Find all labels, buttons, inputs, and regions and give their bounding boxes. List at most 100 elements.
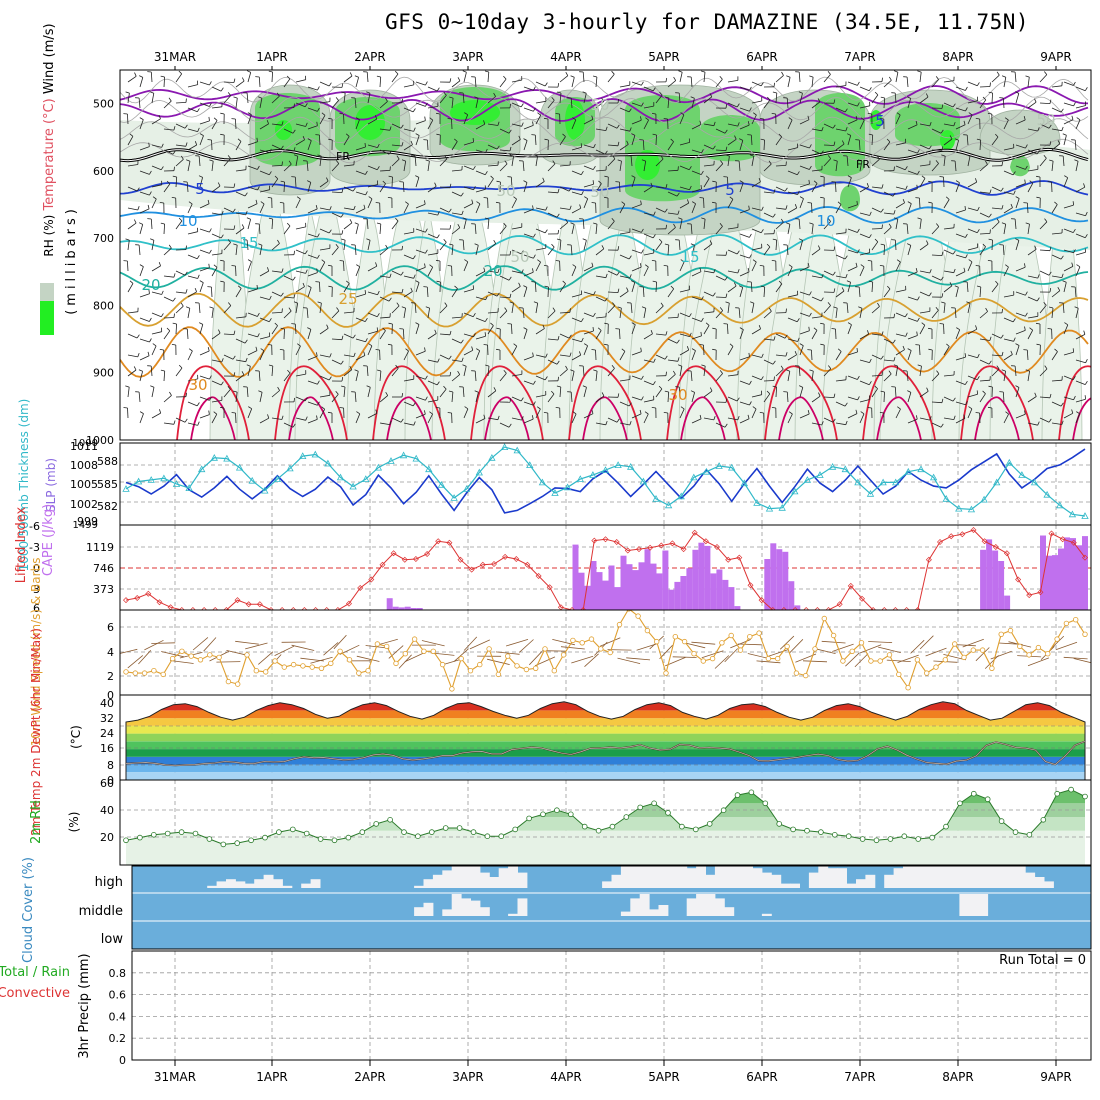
wind-barb-flag: [462, 364, 467, 367]
wind-speed-point: [728, 632, 734, 639]
wind-barb: [559, 75, 569, 83]
thickness-point: [399, 451, 408, 459]
wind-barb-flag: [760, 229, 764, 234]
wind-barb: [379, 296, 390, 302]
wind-barb: [1075, 86, 1086, 92]
wind-barb-flag: [773, 229, 775, 234]
wind-barb: [703, 325, 710, 335]
wind-barb: [703, 72, 706, 83]
wind-barb-flag: [820, 343, 825, 346]
wind-barb-flag: [149, 170, 152, 175]
rh-shading-green: [840, 185, 860, 212]
surface-wind-barb: [691, 641, 716, 645]
wind-barb-flag: [221, 211, 224, 216]
wind-barb: [823, 368, 832, 377]
wind-barb-flag: [356, 264, 360, 268]
wind-speed-point: [374, 641, 381, 647]
wind-barb: [175, 102, 187, 104]
wind-barb-flag: [542, 324, 545, 329]
wind-barb: [319, 180, 329, 188]
wind-barb-flag: [493, 387, 497, 391]
wind-barb: [283, 149, 294, 152]
wind-barb: [691, 245, 695, 256]
rh-tick-label: 20: [100, 831, 114, 844]
wind-speed-point: [486, 646, 492, 652]
lifted-index-point: [234, 597, 241, 604]
wind-barb-flag: [1025, 75, 1030, 78]
wind-barb-flag: [1064, 175, 1068, 179]
wind-barb: [691, 170, 702, 175]
wind-barb: [343, 113, 345, 125]
wind-barb: [139, 146, 150, 151]
wind-barb-flag: [663, 265, 668, 267]
wind-barb: [463, 408, 469, 419]
wind-barb: [943, 270, 954, 274]
wind-barb: [811, 330, 818, 340]
wind-barb: [295, 198, 301, 209]
wind-barb-flag: [881, 331, 884, 336]
wind-barb: [943, 227, 954, 230]
wind-barb: [907, 418, 918, 424]
wind-barb-flag: [641, 159, 646, 162]
contour-temp-purple-0: [120, 85, 1088, 105]
wind-barb-flag: [665, 184, 668, 189]
wind-barb: [595, 183, 602, 193]
wind-barb-flag: [293, 397, 295, 402]
wind-barb: [979, 99, 987, 109]
wind-barb-flag: [401, 306, 406, 309]
wind-barb: [283, 328, 285, 340]
surface-wind-barb: [714, 655, 730, 669]
wind-barb: [559, 386, 562, 398]
wind-barb: [427, 139, 429, 151]
chart-title: GFS 0~10day 3-hourly for DAMAZINE (34.5E…: [385, 10, 1030, 34]
wind-barb-flag: [335, 160, 340, 164]
wind-barb: [931, 226, 940, 235]
wind-barb: [631, 266, 642, 272]
wind-barb-flag: [532, 121, 534, 126]
wind-barb: [847, 375, 858, 380]
wind-barb-flag: [794, 204, 798, 209]
wind-barb-flag: [518, 282, 521, 287]
wind-barb: [163, 370, 166, 382]
wind-barb-flag: [1015, 91, 1019, 94]
wind-barb: [955, 329, 961, 340]
wind-barb: [559, 164, 571, 167]
wind-barb: [355, 191, 366, 196]
contour-label: 5: [195, 180, 205, 198]
wind-barb-flag: [1024, 179, 1026, 184]
wind-barb: [679, 408, 685, 419]
wind-barb-flag: [719, 307, 724, 311]
wind-barb: [1002, 244, 1005, 256]
wind-barb-flag: [821, 421, 824, 426]
wind-barb: [619, 328, 621, 340]
wind-speed-point: [691, 651, 697, 657]
wind-barb-flag: [881, 77, 883, 82]
wind-barb: [679, 165, 690, 171]
wind-barb-flag: [893, 357, 896, 362]
wind-barb-flag: [227, 302, 232, 306]
wind-barb: [511, 286, 521, 293]
wind-barb: [727, 374, 738, 377]
wind-barb: [667, 80, 676, 88]
wind-barb: [355, 317, 366, 322]
cloud-high-bar: [273, 879, 283, 888]
wind-barb: [367, 198, 373, 209]
wind-barb-flag: [968, 406, 973, 410]
wind-barb-flag: [509, 146, 512, 151]
wind-barb: [583, 291, 594, 296]
wind-barb-flag: [485, 364, 490, 367]
contour-temp-30: [120, 326, 1089, 378]
wind-barb: [211, 359, 222, 363]
wind-barb-flag: [841, 287, 845, 292]
lifted-index-point: [334, 607, 341, 610]
wind-barb-flag: [641, 228, 644, 233]
wind-barb: [427, 333, 437, 340]
cape-bar: [986, 539, 993, 610]
thickness-point: [248, 476, 256, 484]
wind-speed-point: [989, 665, 995, 671]
wind-barb: [187, 350, 193, 361]
wind-barb-flag: [917, 70, 922, 73]
wind-barb-flag: [709, 387, 713, 392]
wind-barb: [475, 392, 479, 403]
wind-barb-flag: [691, 201, 696, 205]
